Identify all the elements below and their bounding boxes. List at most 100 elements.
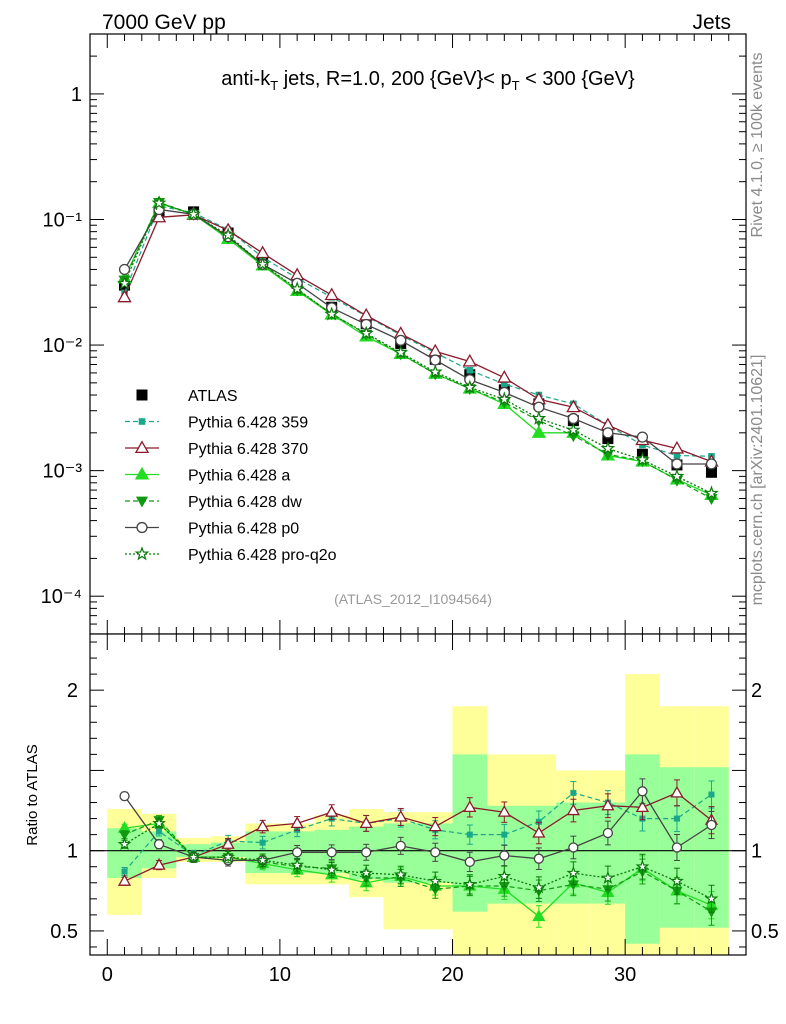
data-point — [602, 427, 614, 439]
data-point — [705, 466, 717, 478]
ratio-point — [428, 819, 442, 832]
ratio-y-axis-label: Ratio to ATLAS — [24, 744, 41, 845]
y-tick-label: 10⁻³ — [43, 461, 83, 483]
ratio-point — [568, 842, 579, 853]
ratio-point — [119, 790, 130, 802]
data-point — [669, 440, 685, 454]
ratio-point — [464, 856, 475, 868]
ratio-point — [290, 816, 304, 829]
legend-label: Pythia 6.428 359 — [188, 415, 308, 432]
ratio-point — [704, 891, 719, 905]
plot-title: anti-kT jets, R=1.0, 200 {GeV}< pT < 300… — [221, 68, 635, 93]
ratio-point — [497, 805, 511, 817]
x-tick-label: 20 — [441, 964, 463, 986]
legend-entry-pythia-6-428-370: Pythia 6.428 370 — [125, 440, 308, 458]
ratio-point — [221, 849, 235, 863]
ratio-line-pythia-6-428-370 — [124, 792, 712, 882]
ratio-point — [152, 858, 166, 870]
header-right-label: Jets — [692, 11, 731, 34]
data-point — [600, 440, 616, 455]
legend-label: ATLAS — [188, 388, 238, 405]
data-point — [567, 412, 579, 425]
data-point — [186, 206, 201, 221]
data-point — [671, 458, 683, 470]
ratio-y-tick-label-right: 0.5 — [751, 921, 779, 943]
data-point — [118, 263, 131, 276]
y-tick-label: 10⁻⁴ — [41, 586, 82, 608]
ratio-point — [531, 880, 546, 894]
data-point — [151, 209, 167, 223]
ratio-point — [706, 819, 717, 831]
y-tick-label: 10⁻² — [43, 335, 83, 357]
ratio-series — [117, 778, 719, 928]
data-point — [395, 334, 407, 346]
data-point — [117, 275, 133, 290]
legend-entry-pythia-6-428-359: Pythia 6.428 359 — [125, 415, 308, 432]
ratio-y-tick-label-left: 2 — [67, 680, 78, 702]
ratio-point — [359, 865, 374, 880]
ratio-point — [152, 816, 166, 830]
ratio-point — [117, 837, 132, 851]
ratio-point — [256, 819, 270, 832]
ratio-point — [118, 830, 131, 841]
ratio-point — [601, 870, 615, 884]
data-point — [673, 452, 681, 459]
rivet-version-label: Rivet 4.1.0, ≥ 100k events — [749, 53, 766, 238]
data-point — [705, 458, 718, 470]
ratio-point — [670, 873, 684, 888]
ratio-point — [532, 909, 546, 922]
data-point — [358, 325, 374, 340]
legend-entry-pythia-6-428-p0: Pythia 6.428 p0 — [125, 521, 299, 538]
ratio-point — [637, 786, 648, 797]
data-point — [634, 451, 650, 467]
series-line-pythia-6-428-a — [123, 202, 712, 496]
x-tick-label: 0 — [102, 964, 113, 986]
ratio-point — [290, 857, 305, 872]
ratio-point — [121, 868, 128, 875]
header-left-label: 7000 GeV pp — [102, 11, 226, 34]
data-point — [704, 485, 719, 500]
y-tick-label: 1 — [71, 84, 82, 106]
ratio-point — [359, 816, 373, 829]
ratio-point — [570, 789, 577, 796]
legend-entry-pythia-6-428-dw: Pythia 6.428 dw — [125, 494, 302, 511]
ratio-point — [602, 827, 614, 839]
legend-label: Pythia 6.428 p0 — [188, 521, 299, 538]
ratio-plot-frame — [89, 633, 747, 956]
data-point — [497, 370, 512, 383]
data-point — [565, 422, 581, 437]
x-tick-label: 30 — [614, 964, 636, 986]
data-point — [151, 195, 167, 210]
ratio-point — [671, 842, 683, 853]
legend-marker — [134, 546, 150, 561]
ratio-point — [499, 850, 510, 861]
series-line-pythia-6-428-370 — [123, 214, 712, 463]
ratio-series-pythia-6-428-370 — [117, 779, 719, 886]
legend-marker — [134, 466, 150, 480]
ratio-point — [670, 785, 684, 798]
legend-marker — [138, 418, 146, 425]
ratio-point — [463, 800, 477, 812]
data-point — [117, 289, 132, 303]
series-pythia-6-428-pro-q2o — [117, 195, 719, 500]
ratio-point — [601, 798, 615, 811]
data-point — [636, 431, 649, 443]
data-point — [602, 433, 614, 445]
ratio-point — [221, 837, 235, 849]
data-point — [255, 256, 271, 271]
ratio-point — [533, 853, 544, 864]
legend-marker — [135, 496, 149, 508]
ratio-point — [566, 865, 581, 880]
legend-marker — [136, 521, 148, 534]
series-line-pythia-6-428-pro-q2o — [123, 202, 712, 494]
data-point — [289, 281, 305, 296]
ratio-point — [186, 849, 201, 863]
legend-entry-pythia-6-428-a: Pythia 6.428 a — [125, 466, 290, 485]
legend-entry-atlas: ATLAS — [136, 388, 238, 405]
data-point — [427, 364, 443, 379]
ratio-point — [462, 877, 477, 891]
data-point — [501, 380, 508, 388]
ratio-point — [673, 815, 680, 822]
